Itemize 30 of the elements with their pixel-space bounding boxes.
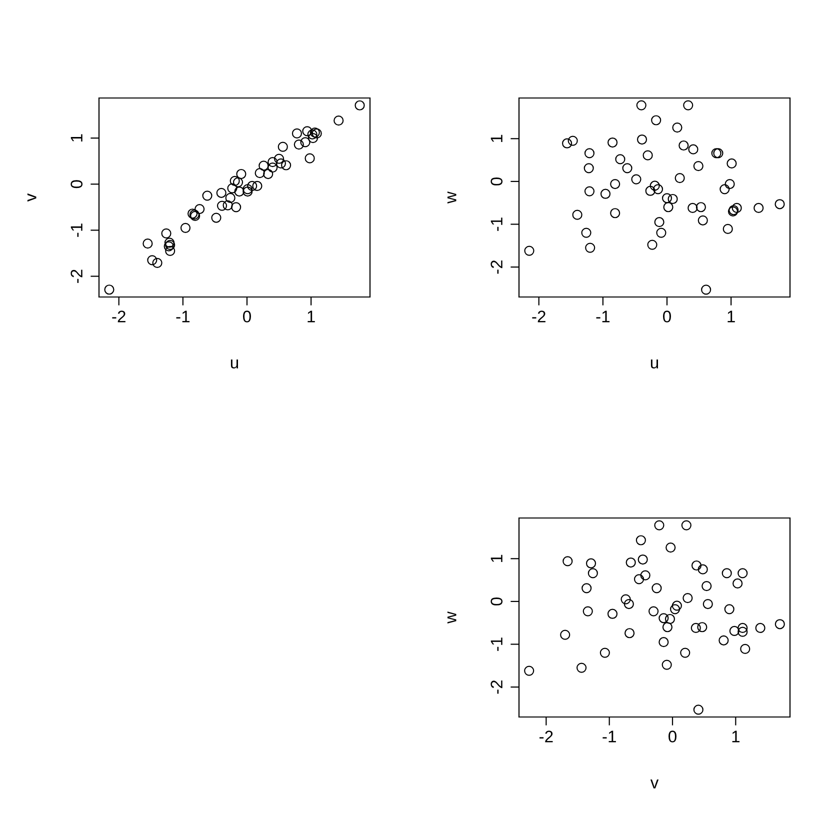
- x-tick-label: -1: [596, 310, 610, 322]
- x-tick-label: -2: [532, 310, 546, 322]
- x-tick-label: 1: [732, 730, 740, 742]
- x-axis-title: v: [650, 780, 659, 788]
- y-tick-label: 1: [490, 554, 502, 562]
- y-axis-title: v: [27, 193, 36, 202]
- y-tick-label: -1: [490, 638, 502, 651]
- x-tick-label: 0: [668, 730, 676, 742]
- x-tick-label: 0: [243, 310, 251, 322]
- y-tick-label: 0: [490, 177, 503, 186]
- x-tick-label: -1: [602, 730, 616, 742]
- y-tick-label: -2: [490, 680, 502, 694]
- x-tick-label: -2: [112, 310, 126, 322]
- y-axis-title: w: [447, 611, 456, 624]
- x-axis-title: u: [650, 360, 658, 369]
- y-tick-label: 0: [490, 597, 503, 606]
- y-tick-label: -1: [70, 224, 82, 237]
- y-tick-label: 1: [490, 134, 502, 142]
- x-tick-label: -1: [176, 310, 190, 322]
- y-axis-title: w: [447, 191, 456, 204]
- x-axis-title: u: [230, 360, 238, 369]
- x-tick-label: -2: [539, 730, 553, 742]
- y-tick-label: -2: [490, 260, 502, 274]
- x-tick-label: 1: [308, 310, 315, 322]
- y-tick-label: -2: [70, 270, 82, 283]
- y-tick-label: 1: [70, 134, 82, 142]
- x-tick-label: 1: [728, 310, 735, 322]
- x-tick-label: 0: [663, 310, 671, 322]
- y-tick-label: 0: [70, 180, 83, 188]
- y-tick-label: -1: [490, 218, 502, 231]
